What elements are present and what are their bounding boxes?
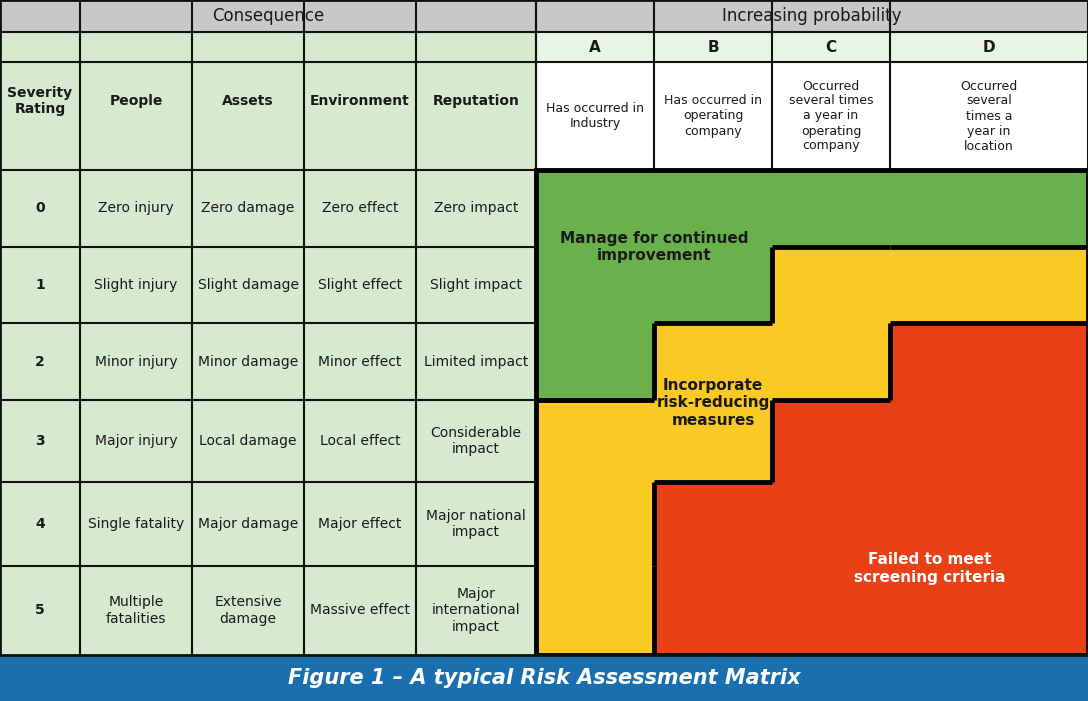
Text: Assets: Assets [222,94,274,108]
Bar [654,323,772,400]
Bar [890,62,1088,170]
Bar [654,482,772,566]
Bar [772,482,890,566]
Bar [536,170,1088,655]
Bar [890,482,1088,566]
Bar [0,247,536,323]
Text: People: People [109,94,163,108]
Text: B: B [707,39,719,55]
Text: Major effect: Major effect [319,517,401,531]
Bar [772,566,890,655]
Bar [0,400,536,482]
Text: Zero effect: Zero effect [322,201,398,215]
Bar [890,400,1088,482]
Bar [890,323,1088,400]
Bar [772,32,890,62]
Text: Local effect: Local effect [320,434,400,448]
Text: A: A [589,39,601,55]
Bar [536,32,654,62]
Text: Slight effect: Slight effect [318,278,403,292]
Text: Major national
impact: Major national impact [426,509,526,539]
Bar [0,32,536,170]
Text: Limited impact: Limited impact [424,355,528,369]
Text: Multiple
fatalities: Multiple fatalities [106,595,166,625]
Bar [772,247,890,323]
Bar [654,400,772,482]
Text: Incorporate
risk-reducing
measures: Incorporate risk-reducing measures [656,378,769,428]
Bar [890,32,1088,62]
Bar [536,247,654,323]
Text: Slight injury: Slight injury [95,278,177,292]
Text: Slight damage: Slight damage [198,278,298,292]
Text: Minor injury: Minor injury [95,355,177,369]
Bar [536,170,654,247]
Text: 4: 4 [35,517,45,531]
Text: 5: 5 [35,604,45,618]
Text: Minor damage: Minor damage [198,355,298,369]
Bar [536,323,654,400]
Bar [0,482,536,566]
Bar [654,32,772,62]
Text: Massive effect: Massive effect [310,604,410,618]
Text: Extensive
damage: Extensive damage [214,595,282,625]
Text: Failed to meet
screening criteria: Failed to meet screening criteria [854,552,1005,585]
Text: Local damage: Local damage [199,434,297,448]
Text: 1: 1 [35,278,45,292]
Text: 0: 0 [35,201,45,215]
Text: Major
international
impact: Major international impact [432,587,520,634]
Text: 3: 3 [35,434,45,448]
Bar [0,0,536,32]
Text: 2: 2 [35,355,45,369]
Bar [536,0,1088,32]
Text: Occurred
several times
a year in
operating
company: Occurred several times a year in operati… [789,79,874,153]
Text: C: C [826,39,837,55]
Text: Zero injury: Zero injury [98,201,174,215]
Text: Manage for continued
improvement: Manage for continued improvement [559,231,749,263]
Bar [536,566,654,655]
Text: Reputation: Reputation [433,94,519,108]
Text: Increasing probability: Increasing probability [722,7,902,25]
Text: Consequence: Consequence [212,7,324,25]
Text: Zero impact: Zero impact [434,201,518,215]
Text: Minor effect: Minor effect [319,355,401,369]
Bar [890,170,1088,247]
Text: Slight impact: Slight impact [430,278,522,292]
Bar [772,400,890,482]
Text: Environment: Environment [310,94,410,108]
Text: Major damage: Major damage [198,517,298,531]
Bar [0,655,1088,701]
Bar [536,482,654,566]
Bar [654,62,772,170]
Text: Major injury: Major injury [95,434,177,448]
Bar [772,323,890,400]
Text: Occurred
several
times a
year in
location: Occurred several times a year in locatio… [961,79,1017,153]
Text: Zero damage: Zero damage [201,201,295,215]
Text: Has occurred in
Industry: Has occurred in Industry [546,102,644,130]
Text: Single fatality: Single fatality [88,517,184,531]
Bar [654,170,772,247]
Text: Figure 1 – A typical Risk Assessment Matrix: Figure 1 – A typical Risk Assessment Mat… [287,668,801,688]
Bar [536,62,654,170]
Bar [772,62,890,170]
Bar [772,170,890,247]
Text: Severity
Rating: Severity Rating [8,86,73,116]
Bar [890,247,1088,323]
Text: D: D [982,39,996,55]
Bar [0,323,536,400]
Text: Considerable
impact: Considerable impact [431,426,521,456]
Bar [0,170,536,247]
Bar [890,566,1088,655]
Bar [654,247,772,323]
Bar [536,400,654,482]
Bar [0,566,536,655]
Text: Has occurred in
operating
company: Has occurred in operating company [664,95,762,137]
Bar [654,566,772,655]
